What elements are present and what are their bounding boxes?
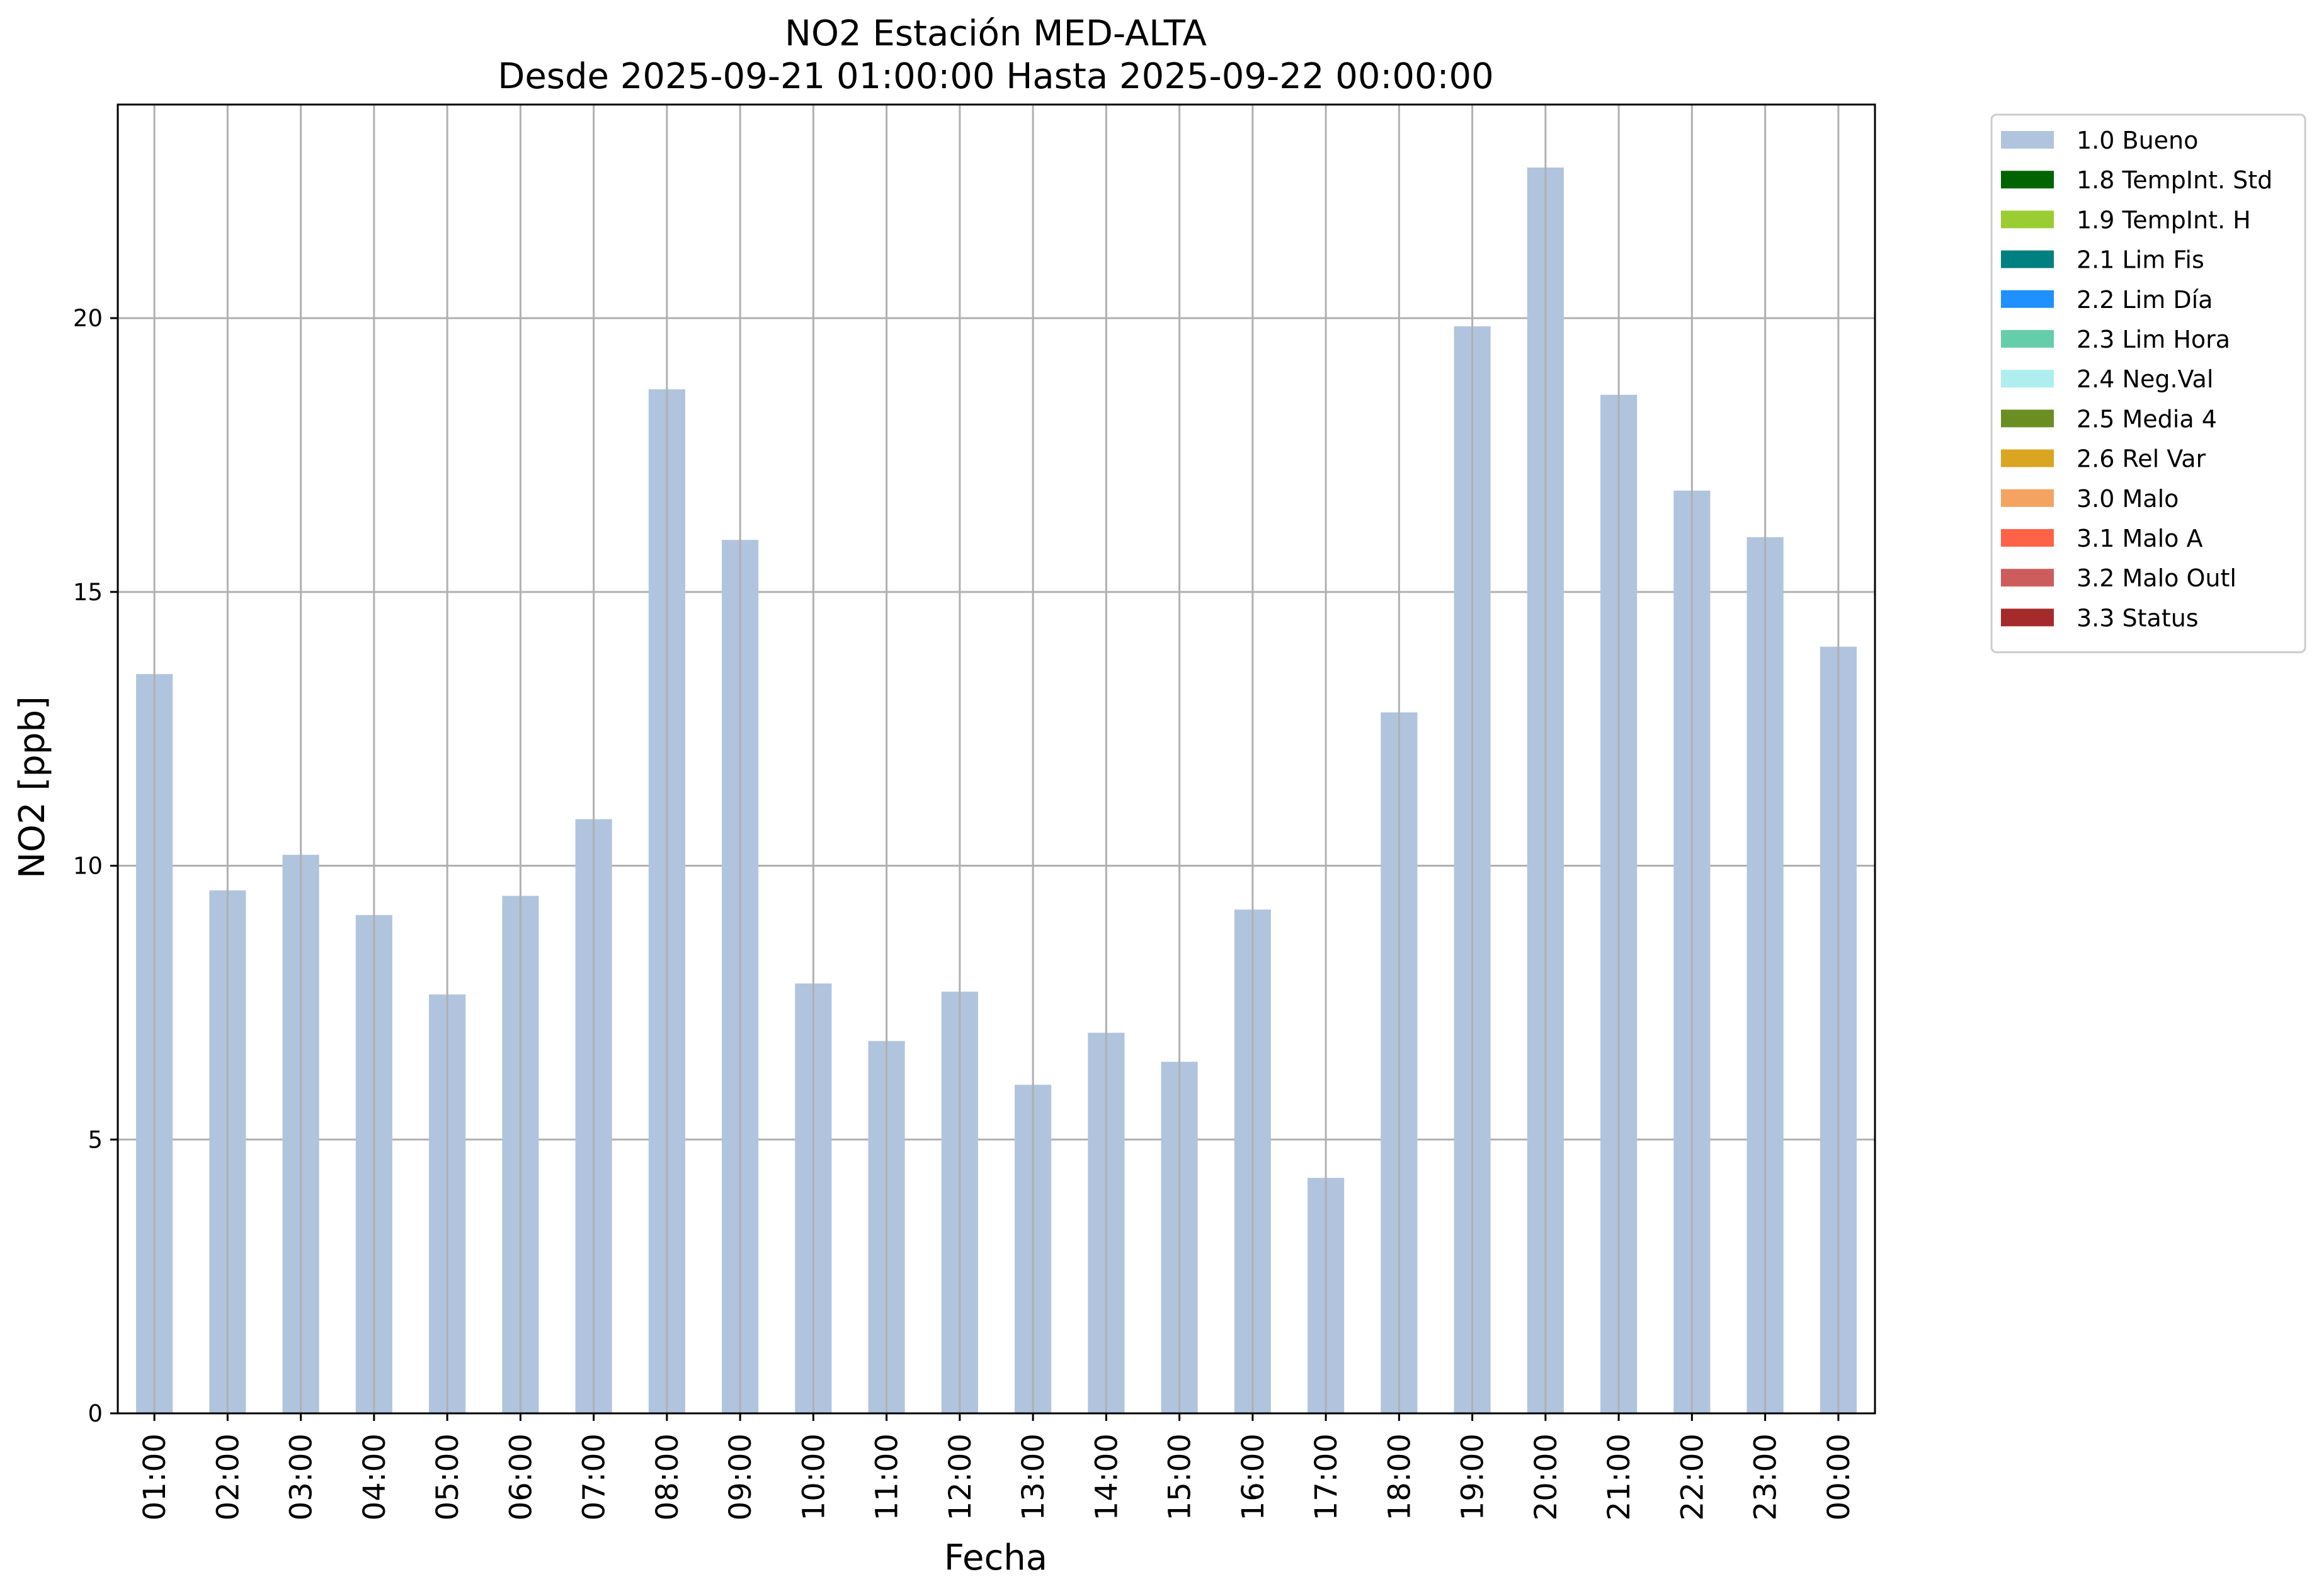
- legend-swatch: [2001, 409, 2054, 428]
- legend-label: 2.6 Rel Var: [2077, 445, 2206, 473]
- y-axis-ticks: 0 5 10 15 20: [73, 305, 118, 1427]
- x-tick-label: 09:00: [723, 1434, 758, 1520]
- x-tick-label: 20:00: [1529, 1434, 1564, 1520]
- legend-label: 2.4 Neg.Val: [2077, 365, 2213, 393]
- x-axis-label: Fecha: [944, 1537, 1047, 1578]
- legend-label: 3.0 Malo: [2077, 485, 2179, 513]
- x-tick-label: 14:00: [1089, 1434, 1124, 1520]
- x-tick-label: 11:00: [870, 1434, 905, 1520]
- legend-label: 2.1 Lim Fis: [2077, 246, 2204, 274]
- x-tick-label: 17:00: [1309, 1434, 1344, 1520]
- legend-label: 2.5 Media 4: [2077, 405, 2217, 433]
- legend-label: 3.2 Malo Outl: [2077, 564, 2236, 592]
- x-tick-label: 19:00: [1456, 1434, 1491, 1520]
- x-tick-label: 07:00: [577, 1434, 612, 1520]
- x-tick-label: 03:00: [284, 1434, 319, 1520]
- y-tick-label: 0: [88, 1400, 103, 1427]
- x-tick-label: 16:00: [1236, 1434, 1271, 1520]
- y-tick-label: 10: [73, 853, 103, 880]
- legend: 1.0 Bueno 1.8 TempInt. Std 1.9 TempInt. H 2…: [1990, 113, 2306, 654]
- legend-swatch: [2001, 171, 2054, 189]
- x-tick-label: 00:00: [1821, 1434, 1857, 1520]
- x-axis-ticks: 01:00 02:00 03:00 04:00 05:00 06:00 07:00 08:00…: [137, 1413, 1857, 1520]
- legend-label: 2.2 Lim Día: [2077, 286, 2213, 314]
- legend-swatch: [2001, 489, 2054, 507]
- x-tick-label: 23:00: [1748, 1434, 1784, 1520]
- x-tick-label: 12:00: [943, 1434, 978, 1520]
- legend-label: 1.9 TempInt. H: [2077, 206, 2251, 234]
- x-tick-label: 04:00: [357, 1434, 392, 1520]
- x-tick-label: 02:00: [210, 1434, 246, 1520]
- vertical-grid-lines: [153, 105, 1840, 1413]
- y-tick-label: 5: [88, 1126, 103, 1153]
- legend-swatch: [2001, 290, 2054, 308]
- legend-label: 2.3 Lim Hora: [2077, 326, 2230, 353]
- x-tick-label: 08:00: [650, 1434, 685, 1520]
- legend-swatch: [2001, 330, 2054, 348]
- legend-swatch: [2001, 210, 2054, 229]
- legend-swatch: [2001, 449, 2054, 467]
- x-tick-label: 06:00: [503, 1434, 538, 1520]
- legend-label: 1.0 Bueno: [2077, 127, 2198, 154]
- legend-label: 3.1 Malo A: [2077, 525, 2202, 552]
- plot-frame: [117, 103, 1876, 1415]
- x-tick-label: 15:00: [1163, 1434, 1198, 1520]
- legend-label: 3.3 Status: [2077, 604, 2199, 632]
- legend-swatch: [2001, 529, 2054, 547]
- x-tick-label: 05:00: [430, 1434, 465, 1520]
- x-tick-label: 18:00: [1382, 1434, 1417, 1520]
- legend-swatch: [2001, 370, 2054, 388]
- y-tick-label: 15: [73, 579, 103, 606]
- legend-swatch: [2001, 131, 2054, 149]
- chart-title: NO2 Estación MED-ALTA: [785, 13, 1207, 54]
- x-tick-label: 10:00: [796, 1434, 831, 1520]
- legend-swatch: [2001, 569, 2054, 587]
- y-tick-label: 20: [73, 305, 103, 332]
- y-axis-label: NO2 [ppb]: [12, 696, 53, 879]
- legend-swatch: [2001, 250, 2054, 268]
- x-tick-label: 22:00: [1675, 1434, 1710, 1520]
- legend-label: 1.8 TempInt. Std: [2077, 166, 2272, 194]
- legend-box: [1990, 113, 2306, 654]
- x-tick-label: 01:00: [137, 1434, 173, 1520]
- x-tick-label: 13:00: [1016, 1434, 1051, 1520]
- chart-subtitle: Desde 2025-09-21 01:00:00 Hasta 2025-09-…: [498, 56, 1494, 97]
- legend-swatch: [2001, 608, 2054, 627]
- x-tick-label: 21:00: [1602, 1434, 1637, 1520]
